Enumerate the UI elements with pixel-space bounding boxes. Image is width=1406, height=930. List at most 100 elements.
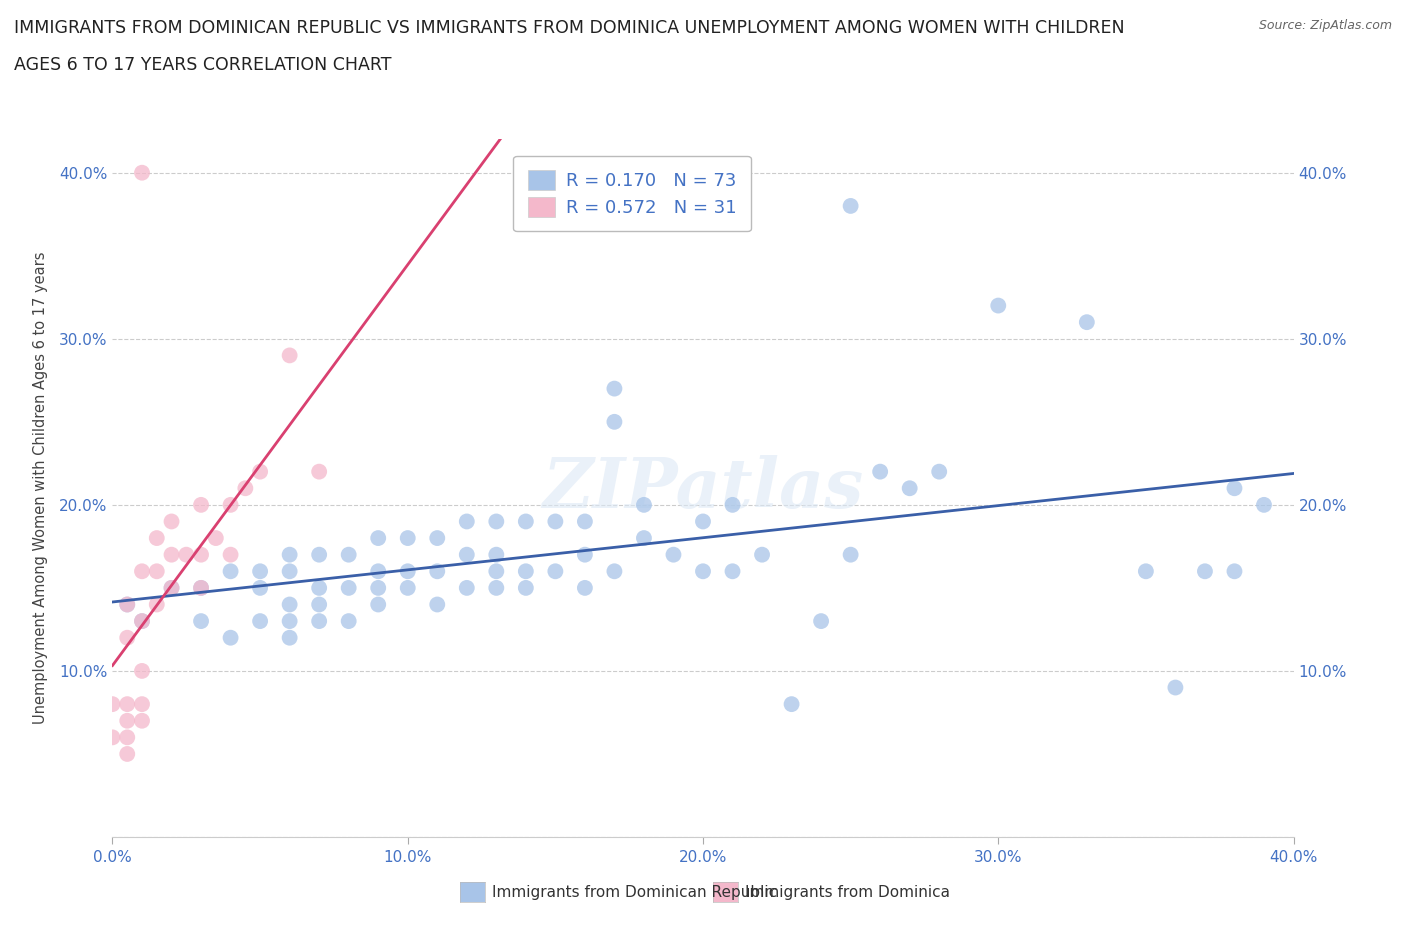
Point xyxy=(869,464,891,479)
Point xyxy=(367,564,389,578)
Point xyxy=(249,614,271,629)
Point xyxy=(190,580,212,595)
Point xyxy=(219,498,242,512)
Point xyxy=(278,547,301,562)
Point xyxy=(131,166,153,180)
Point xyxy=(308,580,330,595)
Point xyxy=(662,547,685,562)
Point xyxy=(174,547,197,562)
Point xyxy=(131,614,153,629)
Point xyxy=(544,564,567,578)
Point xyxy=(131,663,153,678)
Point xyxy=(426,597,449,612)
Point xyxy=(337,580,360,595)
Text: ZIPatlas: ZIPatlas xyxy=(543,455,863,522)
Point xyxy=(603,564,626,578)
Point xyxy=(117,597,138,612)
Point xyxy=(456,547,478,562)
Point xyxy=(515,580,537,595)
Point xyxy=(839,547,862,562)
Point xyxy=(249,564,271,578)
Point xyxy=(160,580,183,595)
Point xyxy=(190,498,212,512)
Point xyxy=(117,631,138,645)
Point xyxy=(485,564,508,578)
Point xyxy=(1223,564,1246,578)
Point xyxy=(160,580,183,595)
Point xyxy=(308,547,330,562)
Point xyxy=(456,580,478,595)
Point xyxy=(101,697,124,711)
Point xyxy=(160,514,183,529)
Point xyxy=(1135,564,1157,578)
Point xyxy=(1164,680,1187,695)
Point xyxy=(751,547,773,562)
Point xyxy=(810,614,832,629)
Point xyxy=(928,464,950,479)
Text: Immigrants from Dominica: Immigrants from Dominica xyxy=(745,885,950,900)
Point xyxy=(117,730,138,745)
Point xyxy=(117,597,138,612)
Point xyxy=(367,531,389,546)
Text: Source: ZipAtlas.com: Source: ZipAtlas.com xyxy=(1258,19,1392,32)
Point xyxy=(190,580,212,595)
Point xyxy=(160,547,183,562)
Point xyxy=(233,481,256,496)
Point xyxy=(190,614,212,629)
Point xyxy=(692,514,714,529)
Point xyxy=(117,747,138,762)
Point xyxy=(692,564,714,578)
Point xyxy=(278,614,301,629)
Legend: R = 0.170   N = 73, R = 0.572   N = 31: R = 0.170 N = 73, R = 0.572 N = 31 xyxy=(513,155,751,232)
Point xyxy=(515,564,537,578)
Point xyxy=(987,299,1010,313)
Point xyxy=(219,631,242,645)
Point xyxy=(780,697,803,711)
Point xyxy=(131,697,153,711)
Point xyxy=(117,697,138,711)
Point xyxy=(633,531,655,546)
Point xyxy=(249,464,271,479)
Point xyxy=(574,547,596,562)
Point xyxy=(1076,314,1098,329)
Point xyxy=(205,531,228,546)
Point xyxy=(574,580,596,595)
Point xyxy=(426,531,449,546)
Point xyxy=(337,614,360,629)
Point xyxy=(633,498,655,512)
Point xyxy=(721,498,744,512)
Point xyxy=(278,348,301,363)
Point xyxy=(574,514,596,529)
Point xyxy=(337,547,360,562)
Point xyxy=(485,580,508,595)
Point xyxy=(219,547,242,562)
Point xyxy=(117,713,138,728)
Point xyxy=(190,547,212,562)
Point xyxy=(131,564,153,578)
Point xyxy=(131,614,153,629)
Point xyxy=(367,597,389,612)
Point xyxy=(308,597,330,612)
Point xyxy=(1223,481,1246,496)
Text: Immigrants from Dominican Republic: Immigrants from Dominican Republic xyxy=(492,885,778,900)
Text: IMMIGRANTS FROM DOMINICAN REPUBLIC VS IMMIGRANTS FROM DOMINICA UNEMPLOYMENT AMON: IMMIGRANTS FROM DOMINICAN REPUBLIC VS IM… xyxy=(14,19,1125,36)
Point xyxy=(219,564,242,578)
Point xyxy=(426,564,449,578)
Point xyxy=(278,597,301,612)
Point xyxy=(396,531,419,546)
Point xyxy=(603,381,626,396)
Point xyxy=(396,564,419,578)
Point xyxy=(101,730,124,745)
Point xyxy=(515,514,537,529)
Point xyxy=(146,597,169,612)
Point xyxy=(544,514,567,529)
Point xyxy=(396,580,419,595)
Point xyxy=(721,564,744,578)
Point xyxy=(249,580,271,595)
Point xyxy=(146,564,169,578)
Point xyxy=(1194,564,1216,578)
Point xyxy=(278,564,301,578)
Point xyxy=(485,514,508,529)
Point xyxy=(456,514,478,529)
Point xyxy=(146,531,169,546)
